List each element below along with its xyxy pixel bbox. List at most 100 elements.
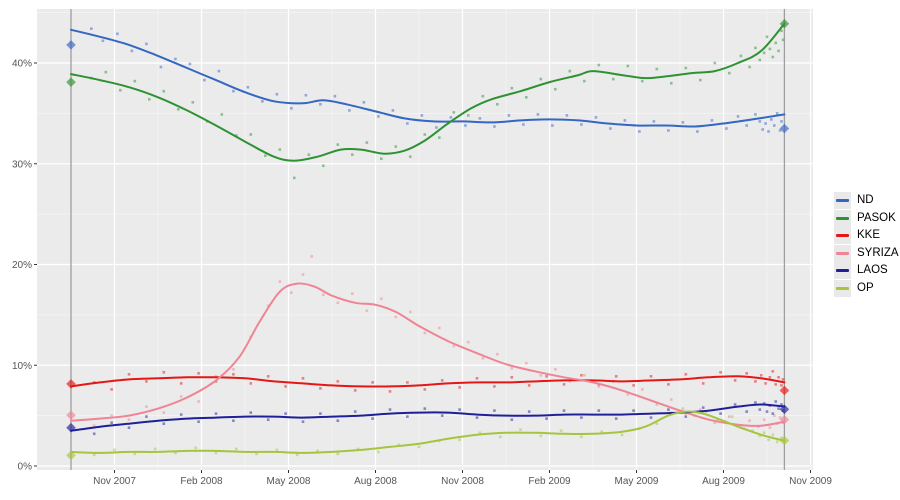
data-point-laos — [733, 403, 737, 406]
data-point-syriza — [597, 385, 601, 388]
data-point-kke — [562, 383, 566, 386]
data-point-pasok — [583, 79, 586, 83]
data-point-kke — [580, 374, 583, 377]
data-point-pasok — [365, 141, 369, 144]
data-point-nd — [638, 130, 641, 133]
data-point-pasok — [307, 153, 311, 156]
data-point-kke — [388, 390, 392, 393]
legend-key-icon — [834, 244, 851, 262]
y-axis-tick-label: 10% — [12, 361, 32, 372]
legend-item-syriza: SYRIZA — [834, 244, 899, 263]
data-point-op — [214, 451, 218, 455]
data-point-kke — [249, 382, 253, 385]
data-point-pasok — [264, 154, 267, 157]
x-axis-tick-label: Nov 2009 — [789, 476, 832, 487]
data-point-nd — [764, 122, 767, 125]
legend-line-swatch — [836, 251, 849, 255]
data-point-nd — [565, 114, 569, 117]
data-point-op — [92, 453, 96, 457]
legend-item-nd: ND — [834, 192, 899, 210]
data-point-kke — [667, 383, 670, 386]
data-point-nd — [90, 27, 93, 30]
data-point-nd — [159, 65, 163, 69]
legend-line-swatch — [836, 199, 849, 203]
data-point-laos — [353, 410, 357, 413]
data-point-pasok — [539, 77, 543, 81]
data-point-op — [758, 434, 762, 438]
legend-key-icon — [834, 279, 851, 297]
y-axis-tick-label: 20% — [12, 260, 32, 271]
data-point-pasok — [148, 98, 151, 101]
data-point-op — [762, 431, 766, 435]
data-point-pasok — [409, 155, 412, 158]
data-point-syriza — [310, 255, 313, 258]
data-point-pasok — [626, 64, 630, 68]
election-result-diamond-laos — [66, 422, 76, 433]
data-point-pasok — [119, 88, 122, 92]
legend-line-swatch — [836, 216, 849, 220]
data-point-laos — [614, 417, 618, 420]
data-point-kke — [545, 375, 548, 378]
election-result-diamond-op — [779, 435, 790, 446]
data-point-op — [519, 428, 522, 431]
data-point-laos — [780, 403, 783, 406]
data-point-nd — [681, 121, 685, 124]
data-point-op — [174, 451, 177, 455]
data-point-op — [751, 429, 754, 432]
election-result-diamond-nd — [779, 123, 790, 134]
data-point-nd — [101, 39, 105, 43]
data-point-laos — [684, 415, 688, 418]
data-point-pasok — [177, 108, 180, 111]
data-point-laos — [580, 416, 583, 419]
data-point-laos — [423, 407, 427, 410]
data-point-nd — [493, 125, 496, 128]
data-point-op — [356, 447, 360, 451]
data-point-pasok — [162, 89, 166, 93]
data-point-laos — [371, 417, 374, 420]
data-point-pasok — [249, 133, 253, 136]
data-point-nd — [362, 101, 366, 104]
data-point-pasok — [104, 70, 108, 74]
data-point-nd — [770, 118, 773, 121]
data-point-laos — [493, 409, 496, 412]
data-point-pasok — [336, 143, 340, 146]
data-point-kke — [440, 379, 444, 382]
data-point-op — [681, 407, 685, 410]
data-point-kke — [232, 373, 235, 376]
data-point-laos — [266, 418, 270, 421]
data-point-laos — [388, 408, 392, 411]
data-point-syriza — [409, 310, 412, 314]
data-point-nd — [130, 49, 134, 53]
data-point-pasok — [510, 86, 514, 90]
data-point-syriza — [322, 293, 325, 296]
legend-key-icon — [834, 262, 851, 280]
data-point-pasok — [597, 63, 601, 67]
data-point-syriza — [496, 352, 499, 356]
data-point-op — [620, 433, 624, 437]
data-point-nd — [246, 85, 250, 89]
data-point-syriza — [145, 405, 148, 408]
legend-item-laos: LAOS — [834, 262, 899, 280]
data-point-kke — [777, 376, 780, 379]
data-point-syriza — [179, 395, 183, 398]
data-point-kke — [145, 380, 148, 383]
data-point-syriza — [778, 416, 782, 419]
data-point-syriza — [762, 418, 766, 421]
data-point-nd — [536, 113, 540, 116]
data-point-laos — [127, 426, 131, 429]
election-result-diamond-op — [66, 450, 76, 461]
data-point-syriza — [110, 414, 113, 417]
data-point-pasok — [525, 96, 528, 99]
data-point-nd — [478, 117, 482, 120]
data-point-pasok — [771, 55, 775, 59]
data-point-op — [458, 438, 461, 442]
plot-panel — [37, 9, 813, 470]
data-point-op — [316, 449, 319, 453]
data-point-op — [559, 429, 563, 432]
data-point-kke — [197, 372, 200, 375]
data-point-laos — [249, 411, 253, 414]
data-point-syriza — [423, 331, 427, 335]
data-point-pasok — [641, 79, 644, 83]
x-axis-tick-label: Nov 2008 — [441, 476, 484, 487]
